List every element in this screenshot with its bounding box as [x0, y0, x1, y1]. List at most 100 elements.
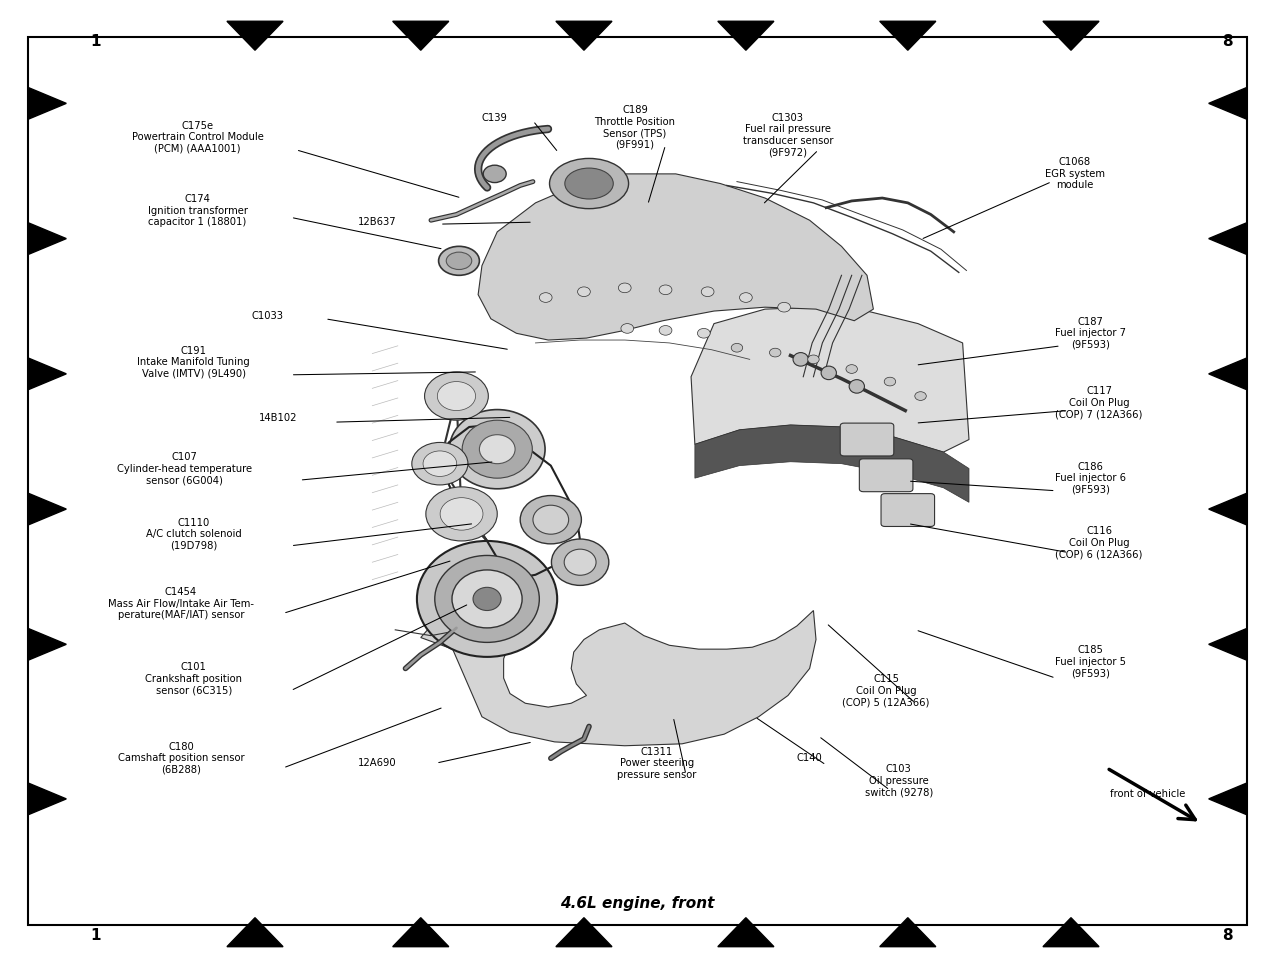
Text: C187
Fuel injector 7
(9F593): C187 Fuel injector 7 (9F593) — [1054, 317, 1126, 350]
Ellipse shape — [847, 365, 857, 373]
Text: C189
Throttle Position
Sensor (TPS)
(9F991): C189 Throttle Position Sensor (TPS) (9F9… — [594, 105, 676, 150]
Text: C107
Cylinder-head temperature
sensor (6G004): C107 Cylinder-head temperature sensor (6… — [117, 452, 252, 485]
Polygon shape — [28, 628, 66, 661]
Text: F: F — [1229, 791, 1239, 807]
Text: 6: 6 — [903, 34, 913, 49]
Ellipse shape — [821, 366, 836, 380]
Ellipse shape — [483, 165, 506, 183]
Text: D: D — [1228, 501, 1241, 517]
Text: C: C — [38, 366, 48, 382]
Text: C116
Coil On Plug
(COP) 6 (12A366): C116 Coil On Plug (COP) 6 (12A366) — [1056, 526, 1142, 559]
Text: C1068
EGR system
module: C1068 EGR system module — [1044, 157, 1105, 190]
Polygon shape — [227, 918, 283, 947]
Polygon shape — [1209, 782, 1247, 815]
Ellipse shape — [778, 302, 790, 312]
FancyBboxPatch shape — [840, 423, 894, 456]
Ellipse shape — [564, 549, 595, 576]
Text: E: E — [38, 637, 48, 652]
Text: C175e
Powertrain Control Module
(PCM) (AAA1001): C175e Powertrain Control Module (PCM) (A… — [131, 121, 264, 154]
Polygon shape — [718, 21, 774, 50]
Ellipse shape — [425, 372, 488, 420]
Polygon shape — [28, 88, 66, 119]
Text: 12B637: 12B637 — [358, 217, 397, 227]
Text: 7: 7 — [1066, 34, 1076, 49]
Ellipse shape — [533, 505, 569, 534]
Ellipse shape — [437, 382, 476, 411]
Text: 6: 6 — [903, 927, 913, 943]
Text: 4: 4 — [579, 927, 589, 943]
Ellipse shape — [732, 344, 742, 353]
Ellipse shape — [659, 326, 672, 335]
Ellipse shape — [740, 293, 752, 302]
Text: 5: 5 — [741, 927, 751, 943]
Polygon shape — [1043, 21, 1099, 50]
Text: front of vehicle: front of vehicle — [1109, 789, 1186, 799]
Polygon shape — [28, 782, 66, 815]
Text: 8: 8 — [1223, 34, 1233, 49]
Text: 3: 3 — [416, 927, 426, 943]
Ellipse shape — [618, 283, 631, 293]
Text: 4: 4 — [579, 34, 589, 49]
Text: 8: 8 — [1223, 927, 1233, 943]
Polygon shape — [1209, 628, 1247, 661]
Text: E: E — [1229, 637, 1239, 652]
Text: C191
Intake Manifold Tuning
Valve (IMTV) (9L490): C191 Intake Manifold Tuning Valve (IMTV)… — [138, 346, 250, 379]
Ellipse shape — [769, 349, 780, 356]
Text: 1: 1 — [91, 34, 101, 49]
Text: 14B102: 14B102 — [259, 413, 297, 423]
Ellipse shape — [417, 541, 557, 657]
Polygon shape — [718, 918, 774, 947]
Polygon shape — [1209, 223, 1247, 254]
Ellipse shape — [914, 392, 926, 401]
Polygon shape — [227, 21, 283, 50]
Text: A: A — [1228, 96, 1241, 111]
Ellipse shape — [701, 287, 714, 297]
Text: 2: 2 — [250, 34, 260, 49]
Ellipse shape — [520, 496, 581, 544]
Text: C: C — [1229, 366, 1239, 382]
Text: C101
Crankshaft position
sensor (6C315): C101 Crankshaft position sensor (6C315) — [145, 663, 242, 696]
Ellipse shape — [435, 555, 539, 642]
Text: C174
Ignition transformer
capacitor 1 (18801): C174 Ignition transformer capacitor 1 (1… — [148, 194, 247, 227]
Ellipse shape — [449, 410, 546, 489]
Ellipse shape — [808, 355, 819, 364]
Text: C1110
A/C clutch solenoid
(19D798): C1110 A/C clutch solenoid (19D798) — [145, 518, 242, 551]
Polygon shape — [28, 494, 66, 526]
Ellipse shape — [423, 451, 456, 476]
FancyBboxPatch shape — [859, 459, 913, 492]
Ellipse shape — [551, 539, 609, 585]
Text: C117
Coil On Plug
(COP) 7 (12A366): C117 Coil On Plug (COP) 7 (12A366) — [1056, 386, 1142, 419]
Polygon shape — [1209, 358, 1247, 389]
Ellipse shape — [849, 380, 864, 393]
Ellipse shape — [659, 285, 672, 295]
Text: C140: C140 — [797, 753, 822, 763]
Ellipse shape — [439, 246, 479, 275]
Text: F: F — [38, 791, 48, 807]
Polygon shape — [1209, 494, 1247, 526]
Ellipse shape — [885, 378, 895, 385]
Polygon shape — [421, 611, 816, 746]
Polygon shape — [880, 918, 936, 947]
Text: 7: 7 — [1066, 927, 1076, 943]
Text: 12A690: 12A690 — [358, 758, 397, 768]
Ellipse shape — [446, 252, 472, 270]
Text: C115
Coil On Plug
(COP) 5 (12A366): C115 Coil On Plug (COP) 5 (12A366) — [843, 674, 929, 707]
Text: 5: 5 — [741, 34, 751, 49]
Polygon shape — [28, 223, 66, 254]
Text: C103
Oil pressure
switch (9278): C103 Oil pressure switch (9278) — [864, 764, 933, 797]
Polygon shape — [691, 307, 969, 452]
Ellipse shape — [565, 168, 613, 199]
Ellipse shape — [621, 324, 634, 333]
Polygon shape — [393, 918, 449, 947]
Text: 1: 1 — [91, 927, 101, 943]
Polygon shape — [880, 21, 936, 50]
Text: C185
Fuel injector 5
(9F593): C185 Fuel injector 5 (9F593) — [1054, 645, 1126, 678]
FancyBboxPatch shape — [881, 494, 935, 526]
Text: 3: 3 — [416, 34, 426, 49]
Ellipse shape — [462, 420, 533, 478]
Polygon shape — [1209, 88, 1247, 119]
Polygon shape — [393, 21, 449, 50]
Polygon shape — [556, 918, 612, 947]
Text: C186
Fuel injector 6
(9F593): C186 Fuel injector 6 (9F593) — [1054, 462, 1126, 495]
Polygon shape — [556, 21, 612, 50]
